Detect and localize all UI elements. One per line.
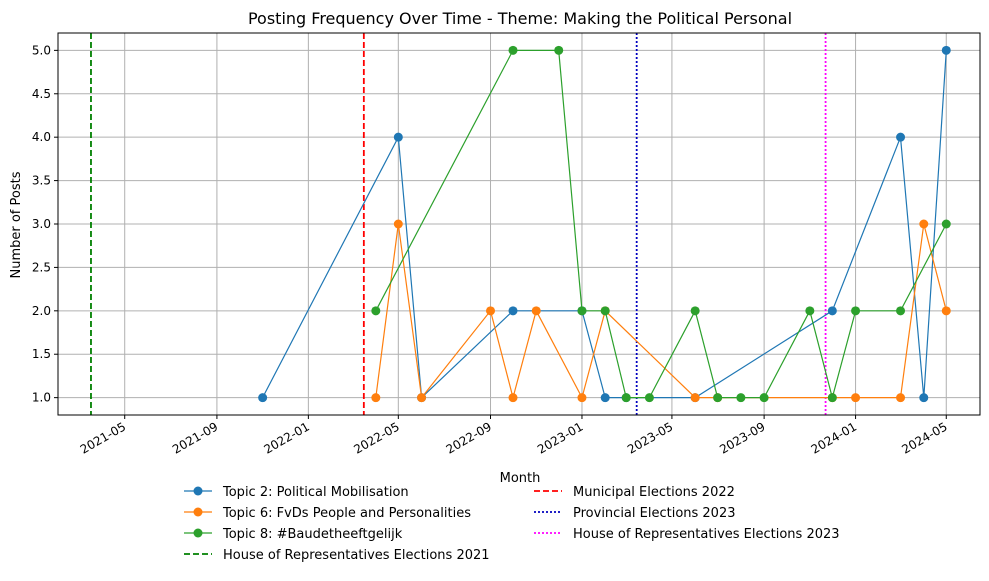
legend-item: House of Representatives Elections 2023 — [534, 527, 840, 542]
grid-layer — [58, 33, 980, 415]
data-point — [577, 393, 587, 403]
data-point — [690, 306, 700, 316]
x-tick-label: 2023-05 — [625, 419, 675, 456]
data-point — [896, 132, 906, 142]
data-point — [736, 393, 746, 403]
legend-label: Municipal Elections 2022 — [573, 485, 735, 500]
x-tick-label: 2024-05 — [899, 419, 949, 456]
data-point — [577, 306, 587, 316]
legend-label: Topic 2: Political Mobilisation — [222, 485, 409, 500]
y-tick-label: 2.5 — [32, 260, 51, 274]
data-point — [258, 393, 268, 403]
legend-label: Topic 6: FvDs People and Personalities — [222, 506, 471, 521]
x-tick-label: 2021-05 — [78, 419, 128, 456]
data-point — [827, 393, 837, 403]
data-point — [919, 219, 929, 229]
series-line — [262, 50, 947, 399]
legend-item: Topic 8: #Baudetheeftgelijk — [184, 527, 403, 542]
x-axis-label: Month — [500, 471, 541, 486]
y-tick-label: 1.0 — [32, 391, 51, 405]
legend-label: House of Representatives Elections 2023 — [573, 527, 840, 542]
data-point — [554, 45, 564, 55]
legend-item: House of Representatives Elections 2021 — [184, 548, 490, 563]
legend-marker — [193, 507, 203, 517]
legend-item: Municipal Elections 2022 — [534, 485, 735, 500]
legend-item: Topic 2: Political Mobilisation — [184, 485, 409, 500]
y-tick-label: 3.5 — [32, 174, 51, 188]
series-layer — [258, 45, 951, 403]
data-point — [508, 45, 518, 55]
legend-item: Provincial Elections 2023 — [534, 506, 736, 521]
data-point — [941, 306, 951, 316]
election-lines — [90, 33, 827, 415]
data-point — [508, 306, 518, 316]
data-point — [851, 393, 861, 403]
x-tick-label: 2022-01 — [261, 419, 311, 456]
x-axis-ticks: 2021-05 2021-09 2022-01 2022-05 2022-09 2023-… — [78, 415, 950, 457]
y-tick-label: 4.0 — [32, 130, 51, 144]
data-point — [486, 306, 496, 316]
data-point — [644, 393, 654, 403]
legend-label: Provincial Elections 2023 — [573, 506, 736, 521]
data-point — [371, 393, 381, 403]
data-point — [690, 393, 700, 403]
data-point — [827, 306, 837, 316]
legend: Topic 2: Political Mobilisation Topic 6: … — [184, 485, 840, 563]
legend-label: Topic 8: #Baudetheeftgelijk — [222, 527, 403, 542]
y-tick-label: 3.0 — [32, 217, 51, 231]
y-tick-label: 2.0 — [32, 304, 51, 318]
data-point — [759, 393, 769, 403]
data-point — [600, 393, 610, 403]
x-tick-label: 2024-01 — [809, 419, 859, 456]
data-point — [805, 306, 815, 316]
x-tick-label: 2021-09 — [170, 419, 220, 456]
data-point — [508, 393, 518, 403]
data-point — [896, 393, 906, 403]
legend-item: Topic 6: FvDs People and Personalities — [184, 506, 471, 521]
chart-title: Posting Frequency Over Time - Theme: Mak… — [248, 9, 792, 28]
data-point — [417, 393, 427, 403]
y-tick-label: 5.0 — [32, 43, 51, 57]
data-point — [919, 393, 929, 403]
series-group — [371, 45, 951, 403]
data-point — [531, 306, 541, 316]
data-point — [371, 306, 381, 316]
data-point — [600, 306, 610, 316]
x-tick-label: 2022-09 — [444, 419, 494, 456]
y-tick-label: 1.5 — [32, 347, 51, 361]
data-point — [713, 393, 723, 403]
data-point — [941, 45, 951, 55]
y-axis-label: Number of Posts — [9, 171, 24, 278]
data-point — [941, 219, 951, 229]
series-line — [375, 49, 947, 400]
data-point — [393, 132, 403, 142]
data-point — [621, 393, 631, 403]
legend-marker — [193, 486, 203, 496]
x-tick-label: 2023-09 — [717, 419, 767, 456]
legend-marker — [193, 528, 203, 538]
y-tick-label: 4.5 — [32, 87, 51, 101]
x-tick-label: 2023-01 — [535, 419, 585, 456]
data-point — [896, 306, 906, 316]
data-point — [393, 219, 403, 229]
data-point — [851, 306, 861, 316]
y-axis-ticks: 1.0 1.5 2.0 2.5 3.0 3.5 4.0 4.5 5.0 — [32, 43, 58, 405]
x-tick-label: 2022-05 — [351, 419, 401, 456]
legend-label: House of Representatives Elections 2021 — [223, 548, 490, 563]
